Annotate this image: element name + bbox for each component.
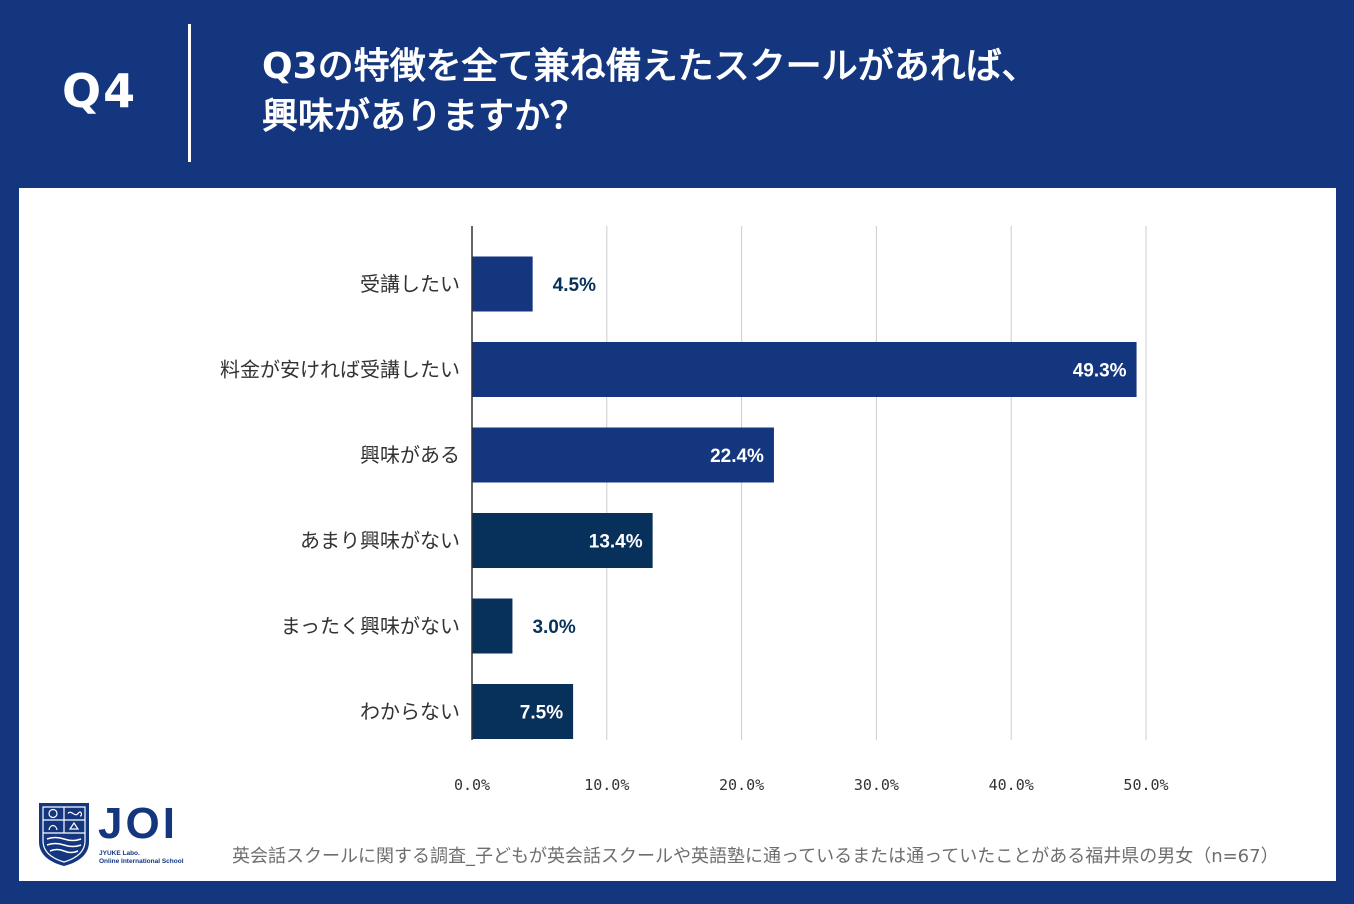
category-label: 興味がある [360, 443, 460, 467]
bar [472, 427, 774, 483]
bar [472, 598, 513, 654]
x-tick-label: 40.0% [989, 776, 1034, 794]
category-label: あまり興味がない [300, 529, 460, 553]
data-label: 3.0% [532, 617, 575, 638]
data-label: 4.5% [553, 275, 596, 296]
data-label: 13.4% [589, 532, 643, 553]
x-tick-label: 50.0% [1123, 776, 1168, 794]
category-label: 受講したい [360, 272, 460, 296]
chart-panel: 0.0% 10.0% 20.0% 30.0% 40.0% 50.0% 受講したい 4.5% 料金… [19, 188, 1336, 881]
category-label: 料金が安ければ受講したい [220, 358, 460, 382]
data-label: 22.4% [710, 446, 764, 467]
x-tick-label: 10.0% [584, 776, 629, 794]
bar [472, 684, 574, 739]
x-tick-label: 0.0% [454, 776, 490, 794]
x-tick-label: 20.0% [719, 776, 764, 794]
question-title: Q3の特徴を全て兼ね備えたスクールがあれば、 興味がありますか？ [262, 42, 1038, 142]
bar [472, 513, 653, 568]
data-label: 49.3% [1073, 361, 1127, 382]
bar [472, 342, 1137, 397]
logo-subtitle: JYUKE Labo. Online International School [99, 850, 184, 866]
category-label: わからない [360, 700, 460, 724]
category-label: まったく興味がない [281, 614, 460, 638]
bar [472, 256, 533, 312]
bar-chart: 0.0% 10.0% 20.0% 30.0% 40.0% 50.0% 受講したい 4.5% 料金… [220, 226, 1169, 794]
data-label: 7.5% [520, 703, 563, 724]
shield-logo-icon [39, 803, 89, 866]
logo-wordmark: JOI [98, 799, 178, 848]
header-divider [188, 24, 191, 162]
logo-subtitle-line-1: JYUKE Labo. [99, 850, 140, 857]
survey-source-note: 英会話スクールに関する調査_子どもが英会話スクールや英語塾に通っているまたは通っ… [232, 846, 1279, 867]
joi-logo: JOI JYUKE Labo. Online International Sch… [36, 800, 206, 870]
question-title-line-1: Q3の特徴を全て兼ね備えたスクールがあれば、 [262, 46, 1038, 87]
x-tick-label: 30.0% [854, 776, 899, 794]
logo-subtitle-line-2: Online International School [99, 858, 184, 865]
question-number: Q4 [62, 64, 138, 118]
question-title-line-2: 興味がありますか？ [262, 96, 587, 137]
